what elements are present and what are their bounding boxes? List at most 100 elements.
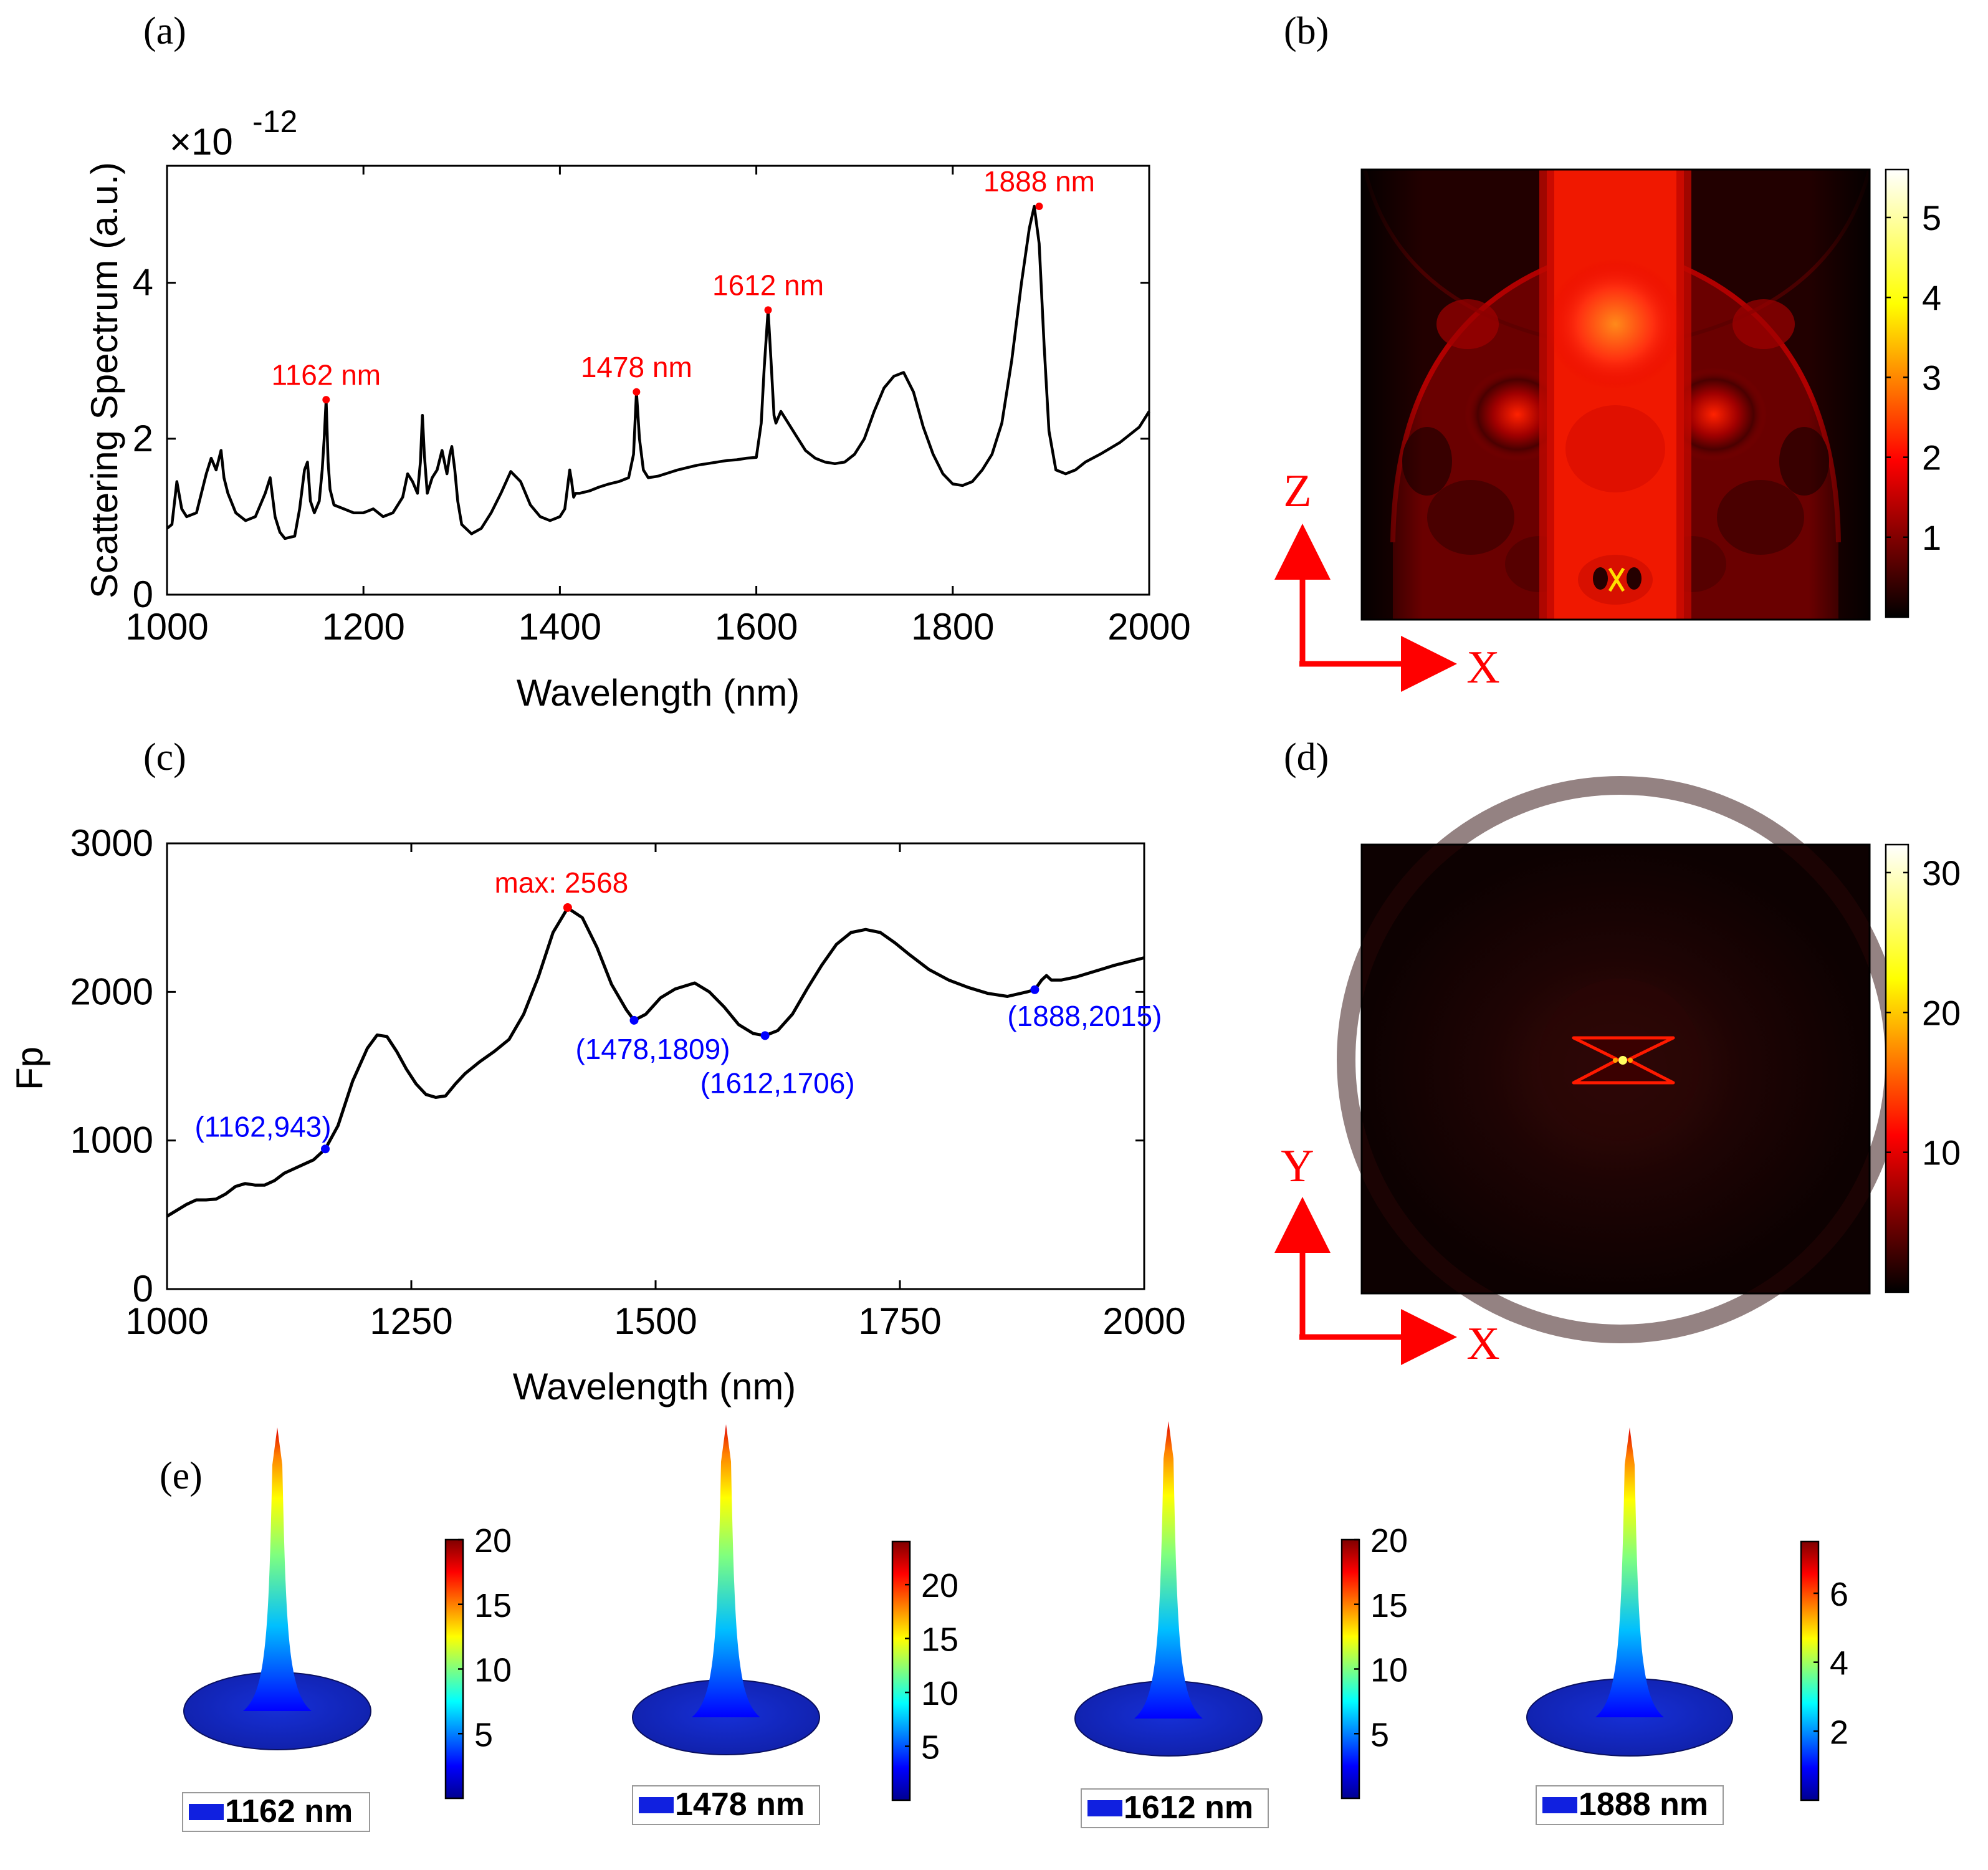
colorbar-tick-label: 10 [1370, 1652, 1408, 1689]
exponent-prefix-a: ×10 [170, 121, 233, 163]
fp-series-line [166, 906, 1145, 1218]
colorbar-tick-label: 10 [921, 1675, 958, 1712]
colorbar-b [1885, 168, 1909, 618]
data-point-label: (1888,2015) [1007, 1000, 1162, 1032]
colorbar-d [1885, 843, 1909, 1293]
z-axis-letter-b: Z [1283, 466, 1311, 517]
x-tick-label: 1000 [125, 1300, 208, 1342]
colorbar-tick-label: 15 [921, 1621, 958, 1659]
colorbar-tick-label: 15 [474, 1587, 512, 1624]
exponent-power-a: -12 [252, 104, 297, 139]
surface-plot: 5 10 15 20 1612 nm [1074, 1421, 1408, 1828]
surface-peak [1595, 1427, 1664, 1717]
colorbar-tick-label: 20 [921, 1567, 958, 1604]
legend-swatch [639, 1797, 674, 1813]
legend-swatch [1542, 1797, 1577, 1813]
field-map-xy: 10 20 30 Y X [1274, 776, 1961, 1369]
peak-label: 1612 nm [712, 269, 824, 301]
colorbar-tick-label: 2 [1922, 438, 1941, 477]
legend-label: 1612 nm [1124, 1790, 1253, 1826]
x-tick-label: 1400 [519, 606, 601, 648]
surface-colorbar [891, 1540, 911, 1801]
colorbar-tick-label: 4 [1922, 278, 1941, 317]
panel-label-c: (c) [143, 736, 186, 779]
max-label: max: 2568 [494, 866, 628, 899]
plot-c-frame [166, 842, 1145, 1290]
data-point-marker [1030, 985, 1039, 994]
peak-marker [633, 388, 641, 396]
x-tick-label: 1600 [715, 606, 798, 648]
colorbar-tick-label: 5 [474, 1716, 493, 1753]
surface-peak [243, 1427, 312, 1711]
colorbar-tick-label: 5 [1922, 198, 1941, 237]
peak-marker [1035, 203, 1043, 211]
surface-plot: 5 10 15 20 1478 nm [632, 1424, 958, 1825]
data-point-label: (1612,1706) [700, 1067, 855, 1099]
colorbar-tick-label: 20 [1370, 1522, 1408, 1560]
data-point-marker [629, 1015, 639, 1025]
peak-label: 1162 nm [272, 358, 381, 391]
surface-plot: 2 4 6 1888 nm [1526, 1427, 1848, 1825]
y-tick-label: 3000 [70, 822, 153, 864]
x-axis-letter-b: X [1466, 642, 1499, 693]
y-tick-label: 0 [133, 573, 153, 615]
y-tick-label: 4 [133, 262, 153, 304]
surface-colorbar [1800, 1540, 1820, 1801]
colorbar-tick-label: 1 [1922, 518, 1941, 557]
y-axis-letter-d: Y [1281, 1141, 1314, 1192]
colorbar-tick-label: 3 [1922, 358, 1941, 397]
colorbar-tick-label: 15 [1370, 1587, 1408, 1624]
x-tick-label: 1250 [370, 1300, 452, 1342]
peak-marker [764, 306, 772, 314]
peak-label: 1478 nm [581, 351, 692, 383]
peak-marker [322, 396, 330, 404]
legend-swatch [1087, 1800, 1122, 1816]
scattering-spectrum-chart: 1000 1200 1400 1600 1800 2000 0 2 4 1162 nm 1478 … [84, 104, 1191, 714]
surface-plots: 5 10 15 20 1162 nm 5 10 15 20 1478 nm 5 10 15 20 1612 … [182, 1421, 1848, 1832]
colorbar-tick-label: 30 [1922, 853, 1961, 893]
legend-label: 1478 nm [675, 1786, 805, 1823]
colorbar-tick-label: 6 [1830, 1576, 1848, 1613]
x-tick-label: 1200 [322, 606, 404, 648]
peak-label: 1888 nm [983, 165, 1095, 198]
colorbar-tick-label: 5 [1370, 1716, 1389, 1753]
y-axis-label-a: Scattering Spectrum (a.u.) [84, 162, 125, 598]
legend-box [632, 1785, 820, 1825]
legend-swatch [189, 1804, 224, 1820]
data-point-marker [760, 1031, 770, 1040]
colorbar-tick-label: 20 [1922, 993, 1961, 1032]
panel-label-a: (a) [143, 10, 186, 52]
x-axis-label-a: Wavelength (nm) [517, 672, 800, 714]
colorbar-tick-label: 5 [921, 1729, 940, 1767]
y-tick-label: 2 [133, 418, 153, 459]
plot-a-frame [166, 165, 1150, 596]
x-axis-letter-d: X [1466, 1318, 1499, 1369]
panel-label-b: (b) [1284, 10, 1329, 52]
colorbar-tick-label: 2 [1830, 1714, 1848, 1751]
y-tick-label: 2000 [70, 971, 153, 1012]
y-axis-label-c: Fp [9, 1047, 50, 1090]
x-tick-label: 2000 [1107, 606, 1190, 648]
data-point-label: (1478,1809) [575, 1033, 730, 1065]
legend-label: 1888 nm [1579, 1786, 1708, 1823]
data-point-label: (1162,943) [194, 1110, 331, 1143]
x-tick-label: 1000 [125, 606, 208, 648]
y-tick-label: 1000 [70, 1120, 153, 1161]
surface-peak [1134, 1421, 1203, 1719]
y-tick-label: 0 [133, 1268, 153, 1310]
x-tick-label: 2000 [1102, 1300, 1185, 1342]
colorbar-tick-label: 20 [474, 1522, 512, 1560]
panel-label-e: (e) [160, 1455, 203, 1497]
max-marker [563, 903, 572, 912]
x-axis-label-c: Wavelength (nm) [513, 1366, 796, 1407]
surface-peak [692, 1424, 760, 1717]
data-point-marker [321, 1144, 330, 1154]
x-tick-label: 1800 [911, 606, 994, 648]
colorbar-tick-label: 4 [1830, 1645, 1848, 1682]
legend-label: 1162 nm [225, 1793, 353, 1829]
scattering-series-line [166, 204, 1150, 540]
field-map-xz: 1 2 3 4 5 Z X [1274, 168, 1941, 693]
x-tick-label: 1750 [858, 1300, 941, 1342]
colorbar-tick-label: 10 [1922, 1133, 1961, 1172]
